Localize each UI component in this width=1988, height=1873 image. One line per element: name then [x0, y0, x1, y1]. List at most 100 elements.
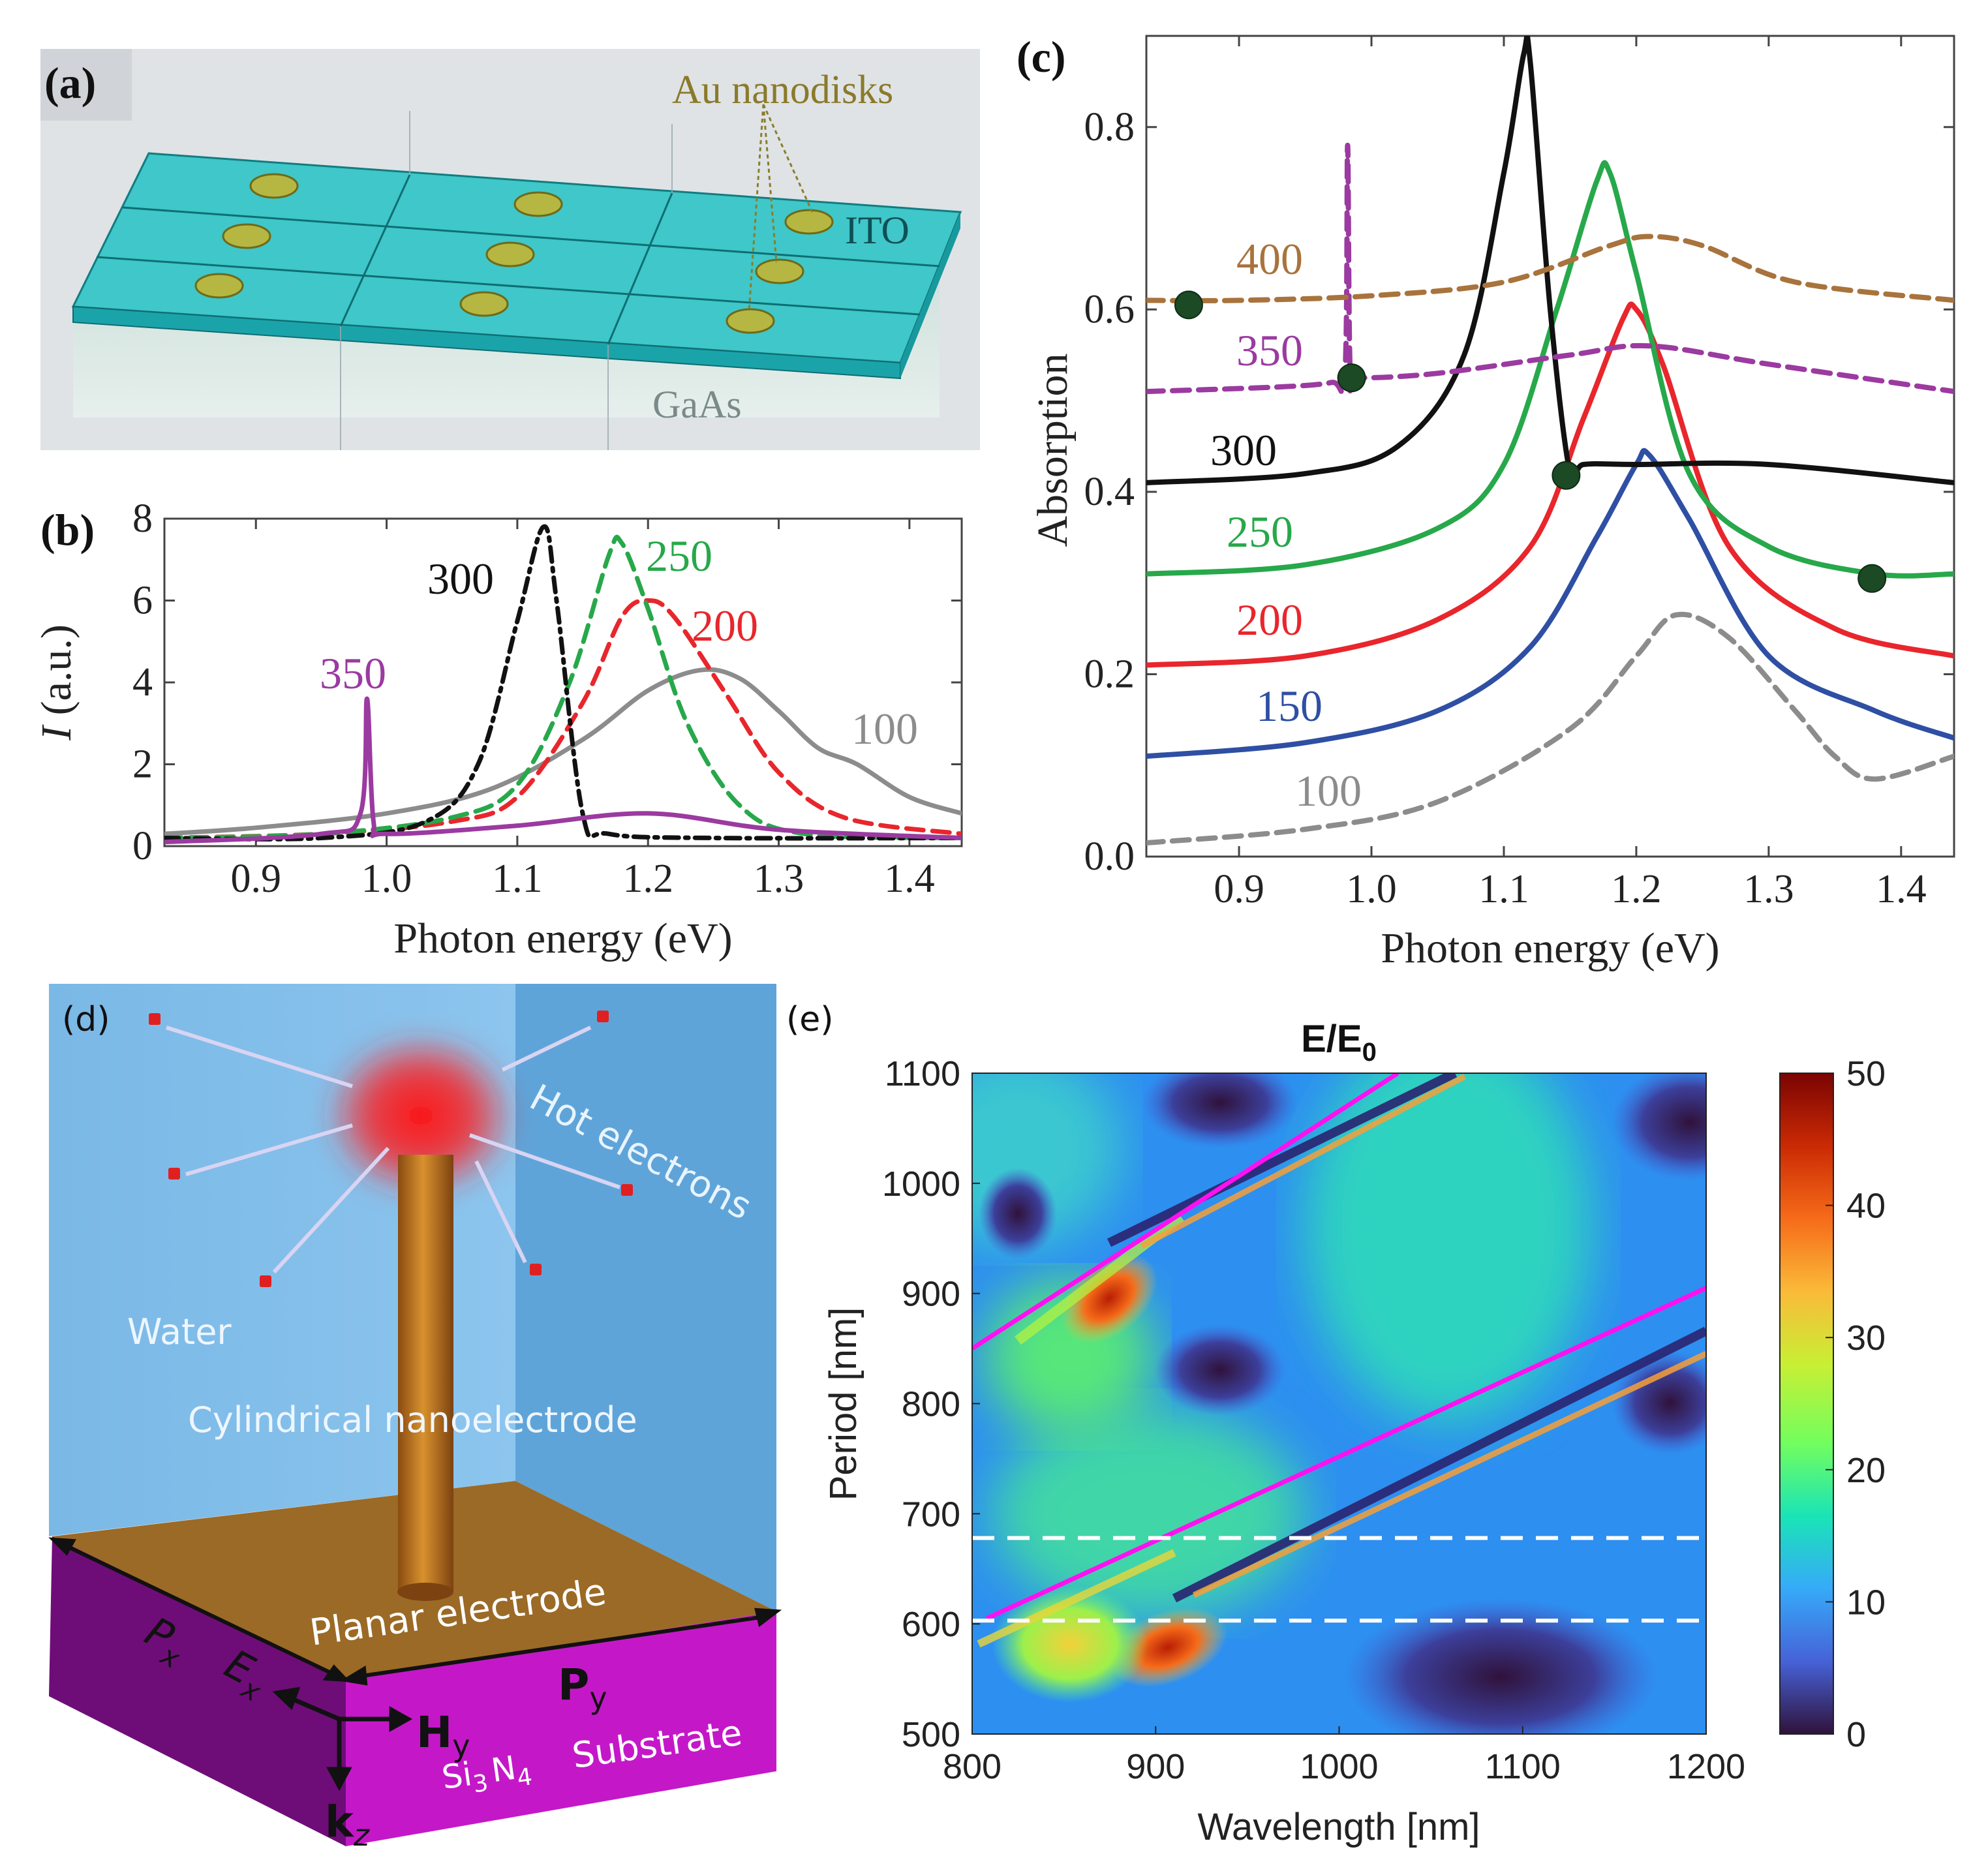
kz-label: kz [325, 1797, 370, 1853]
panel-e: (e) E/E0 800 900 1000 1100 12 [786, 1000, 1886, 1848]
ytick-label-e: 900 [902, 1275, 960, 1314]
panel-b-tick-labels: 0.9 1.0 1.1 1.2 1.3 1.4 0 2 4 6 8 [132, 496, 935, 901]
series-c-400 [1146, 234, 1954, 303]
b-label-100: 100 [851, 704, 918, 754]
c-label-400: 400 [1236, 234, 1303, 284]
warm-region-lower [992, 1585, 1148, 1703]
resonance-band-upper-dark [1107, 1073, 1458, 1247]
panel-c-label: (c) [1017, 32, 1065, 82]
ito-label: ITO [845, 209, 910, 252]
dark-spot-left [979, 1168, 1057, 1259]
n-sub: 4 [515, 1763, 534, 1792]
panel-c: (c) 0.9 1.0 1.1 1.2 1.3 1.4 0.0 0.2 0.4 0.6 0.8 Ph… [1017, 32, 1955, 972]
c-label-200: 200 [1236, 595, 1303, 645]
ytick-label-e: 1100 [885, 1054, 960, 1093]
au-nanodisks-label: Au nanodisks [672, 68, 893, 112]
cell-boundaries [340, 111, 673, 450]
panel-e-label: (e) [786, 1000, 834, 1039]
xtick-label-b: 1.0 [361, 857, 412, 901]
heat-region-lower [992, 1409, 1305, 1618]
magenta-fit-line-1 [986, 1286, 1706, 1621]
panel-b-xlabel: Photon energy (eV) [393, 915, 732, 962]
panel-a-label: (a) [44, 58, 96, 108]
water-label: Water [127, 1311, 232, 1352]
panel-c-ylabel: Absorption [1029, 354, 1077, 547]
resonance-band-lower-warm [977, 1549, 1176, 1648]
cylindrical-nanoelectrode-label: Cylindrical nanoelectrode [188, 1399, 637, 1440]
marker-c [1858, 564, 1887, 593]
ytick-label-b: 2 [132, 742, 153, 787]
si3n4-label: Si3N4 [440, 1746, 534, 1802]
ytick-label-e: 500 [902, 1715, 960, 1754]
panel-c-markers [1174, 290, 1887, 593]
kz-text: k [325, 1797, 355, 1847]
panel-b: (b) 0.9 1.0 1.1 1.2 1.3 1.4 0 2 4 6 8 Photon energ… [33, 496, 963, 962]
ytick-label-c: 0.8 [1084, 105, 1135, 149]
panel-e-tick-labels: 800 900 1000 1100 1200 500 600 700 800 900 1000 110… [882, 1054, 1745, 1786]
ytick-label-b: 6 [132, 579, 153, 623]
colorbar-tick-label: 50 [1846, 1054, 1886, 1093]
dark-spot-mid [1155, 1324, 1285, 1416]
kz-sub: z [353, 1818, 370, 1853]
substrate-side [346, 1611, 776, 1846]
colorbar-tick-label: 40 [1846, 1187, 1886, 1226]
series-c-300 [1146, 36, 1954, 486]
xtick-label-e: 900 [1126, 1747, 1185, 1786]
colorbar-tick-label: 0 [1846, 1715, 1866, 1754]
au-nanodisks [194, 173, 834, 334]
colorbar-tick-label: 10 [1846, 1583, 1886, 1622]
series-c-200 [1146, 301, 1954, 668]
ytick-label-e: 600 [902, 1605, 960, 1644]
panel-e-title: E/E0 [1301, 1018, 1377, 1067]
b-label-250: 250 [646, 531, 712, 581]
panel-c-ticks [1146, 36, 1954, 858]
gaas-label: GaAs [652, 383, 742, 426]
panel-b-ylabel: I (a.u.) [33, 624, 80, 741]
ytick-label-b: 4 [132, 660, 153, 705]
series-b-100 [164, 667, 962, 836]
dark-spot-bottom [1344, 1598, 1657, 1734]
si-sub: 3 [471, 1770, 489, 1799]
xtick-label-e: 1000 [1300, 1747, 1378, 1786]
hot-electron-arrows [166, 1026, 620, 1274]
series-c-150 [1146, 448, 1954, 759]
panel-d-label: (d) [62, 1000, 110, 1039]
panel-b-ylabel-rest: (a.u.) [33, 624, 80, 726]
panel-e-ylabel: Period [nm] [822, 1307, 864, 1501]
xtick-label-b: 1.1 [492, 857, 543, 901]
b-label-300: 300 [427, 554, 494, 603]
hy-sub: y [452, 1728, 470, 1763]
series-c-250 [1146, 160, 1954, 579]
py-sub: y [589, 1681, 607, 1716]
ytick-label-e: 1000 [882, 1165, 960, 1204]
cylindrical-nanoelectrode [398, 1155, 453, 1592]
c-label-250: 250 [1227, 507, 1293, 556]
ytick-label-b: 0 [132, 824, 153, 868]
marker-c [1337, 363, 1366, 393]
ytick-label-c: 0.6 [1084, 287, 1135, 331]
substrate-front [49, 1536, 346, 1846]
dark-spot-right [1612, 1350, 1706, 1455]
panel-b-plot-frame [163, 517, 963, 847]
xtick-label-b: 1.3 [754, 857, 804, 901]
hy-label: Hy [416, 1707, 470, 1763]
xtick-label-e: 1200 [1667, 1747, 1745, 1786]
py-label: Py [558, 1660, 607, 1716]
panel-e-title-sub: 0 [1362, 1038, 1377, 1067]
panel-b-series [164, 524, 962, 845]
electron-dots [149, 1011, 633, 1287]
ito-layer-side [900, 212, 960, 378]
xtick-label-e: 1100 [1485, 1747, 1561, 1786]
xtick-label-c: 1.1 [1478, 867, 1529, 911]
colorbar-tick-label: 20 [1846, 1451, 1886, 1490]
panel-a: (a) [40, 49, 980, 450]
xtick-label-c: 0.9 [1214, 867, 1264, 911]
c-label-100: 100 [1295, 766, 1362, 815]
n-text: N [489, 1749, 518, 1790]
marker-c [1552, 461, 1581, 490]
xtick-label-b: 1.2 [622, 857, 673, 901]
heat-region-right [1305, 1073, 1592, 1422]
xtick-label-c: 1.2 [1611, 867, 1662, 911]
panel-e-overlays [972, 1073, 1706, 1623]
